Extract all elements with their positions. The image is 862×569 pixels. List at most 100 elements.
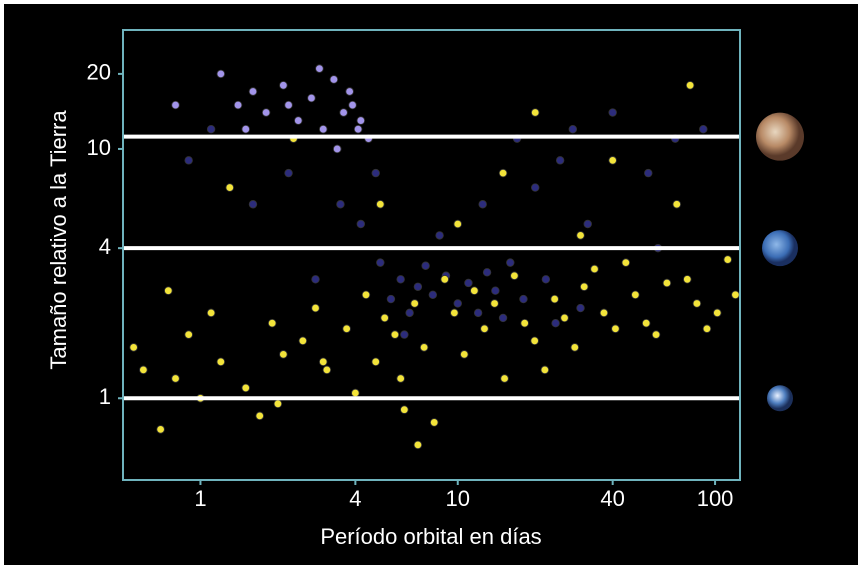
point [521,319,529,327]
point [414,283,422,291]
point [280,82,288,90]
point [511,272,519,280]
point [185,157,193,165]
point [340,109,348,117]
point [377,200,385,208]
point [632,291,640,299]
point [234,101,242,109]
point [349,101,357,109]
point [352,389,360,397]
point [686,82,694,90]
point [481,325,489,333]
point [609,109,617,117]
point [699,125,707,133]
point [441,276,449,284]
point [642,319,650,327]
page: {"chart_data": { "type": "scatter", "x_l… [0,0,862,569]
x-tick-label: 10 [446,486,470,511]
point [299,337,307,345]
point [337,200,345,208]
y-tick-label: 20 [87,60,111,85]
point [663,279,671,287]
point [429,291,437,299]
point [346,88,354,96]
point [531,109,539,117]
point [333,145,341,153]
point [499,314,507,322]
point [713,309,721,317]
point [551,295,559,303]
point [644,169,652,177]
point [684,276,692,284]
point [422,262,430,270]
point [499,169,507,177]
point [652,331,660,339]
point [343,325,351,333]
point [577,304,585,312]
point [256,412,264,420]
point [226,184,234,192]
point [479,200,487,208]
point [217,70,225,78]
point [372,169,380,177]
point [414,441,422,449]
point [172,375,180,383]
point [420,344,428,352]
point [520,295,528,303]
point [580,283,588,291]
point [612,325,620,333]
point [330,76,338,84]
point [474,309,482,317]
point [249,200,257,208]
x-axis-title: Período orbital en días [320,524,541,549]
point [401,331,409,339]
point [268,319,276,327]
point [357,117,365,125]
point [531,337,539,345]
point [673,200,681,208]
point [387,295,395,303]
point [357,220,365,228]
point [280,351,288,359]
point [242,125,250,133]
y-axis-title: Tamaño relativo a la Tierra [46,110,71,370]
point [584,220,592,228]
point [571,344,579,352]
point [262,109,270,117]
x-tick-label: 100 [697,486,734,511]
point [406,309,414,317]
point [411,300,419,308]
point [454,220,462,228]
point [471,287,479,295]
point [157,426,165,434]
point [354,125,362,133]
point [249,88,257,96]
point [172,101,180,109]
point [308,94,316,102]
point [397,375,405,383]
point [430,419,438,427]
point [323,366,331,374]
point [501,375,509,383]
point [622,259,630,267]
point [693,300,701,308]
point [285,101,293,109]
point [569,125,577,133]
point [319,125,327,133]
point [207,309,215,317]
point [185,331,193,339]
chart: Tamaño relativo a la Tierra Período orbi… [0,0,862,569]
point [600,309,608,317]
planet-icon [762,230,798,266]
point [377,259,385,267]
point [312,304,320,312]
point [401,406,409,414]
point [312,276,320,284]
point [140,366,148,374]
point [285,169,293,177]
point [207,125,215,133]
point [454,300,462,308]
point [372,358,380,366]
point [460,351,468,359]
point [242,384,250,392]
